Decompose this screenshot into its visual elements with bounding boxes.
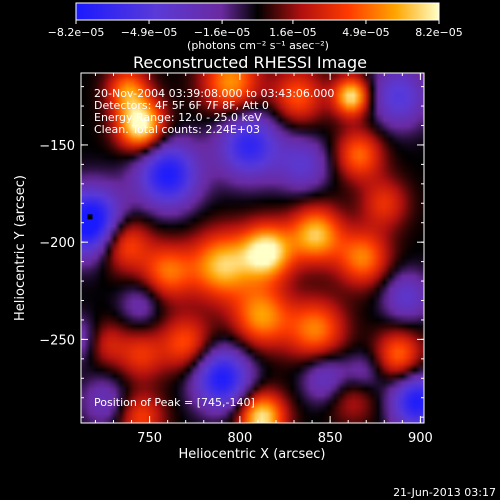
marker-point [87,214,93,220]
annotation-time-range: 20-Nov-2004 03:39:08.000 to 03:43:06.000 [94,87,334,100]
y-axis-label: Heliocentric Y (arcsec) [13,175,28,321]
colorbar-tick-label: −1.6e−05 [194,26,251,39]
colorbar-tick-label: 4.9e−05 [342,26,389,39]
chart-title: Reconstructed RHESSI Image [133,53,367,72]
colorbar-tick-label: −8.2e−05 [48,26,105,39]
x-tick-label: 850 [318,431,343,446]
plot-frame [80,72,425,424]
heatmap-image [81,73,424,423]
plot-area: 750 800 850 900 −150 −200 −250 [39,72,433,446]
colorbar-unit-label: (photons cm⁻² s⁻¹ asec⁻²) [187,39,329,52]
annotation-total-counts: Clean. Total counts: 2.24E+03 [94,123,260,136]
render-timestamp: 21-Jun-2013 03:17 [393,486,496,499]
colorbar-tick-label: 8.2e−05 [415,26,462,39]
y-tick-label: −200 [39,236,75,251]
colorbar-tick-label: −4.9e−05 [121,26,178,39]
colorbar: −8.2e−05 −4.9e−05 −1.6e−05 1.6e−05 4.9e−05 8.… [48,2,463,52]
x-tick-label: 800 [227,431,252,446]
plot-marks: 750 800 850 900 −150 −200 −250 [39,73,433,446]
annotation-detectors: Detectors: 4F 5F 6F 7F 8F, Att 0 [94,99,269,112]
annotation-energy-range: Energy Range: 12.0 - 25.0 keV [94,111,262,124]
x-tick-label: 750 [137,431,162,446]
colorbar-tick-label: 1.6e−05 [269,26,316,39]
x-tick-label: 900 [408,431,433,446]
colorbar-ticks: −8.2e−05 −4.9e−05 −1.6e−05 1.6e−05 4.9e−05 8.… [48,20,463,39]
y-tick-label: −250 [39,333,75,348]
colorbar-gradient [75,2,440,21]
x-axis-label: Heliocentric X (arcsec) [179,447,326,462]
annotation-block: 20-Nov-2004 03:39:08.000 to 03:43:06.000… [94,87,334,409]
peak-position-label: Position of Peak = [745,-140] [94,396,255,409]
y-tick-label: −150 [39,139,75,154]
